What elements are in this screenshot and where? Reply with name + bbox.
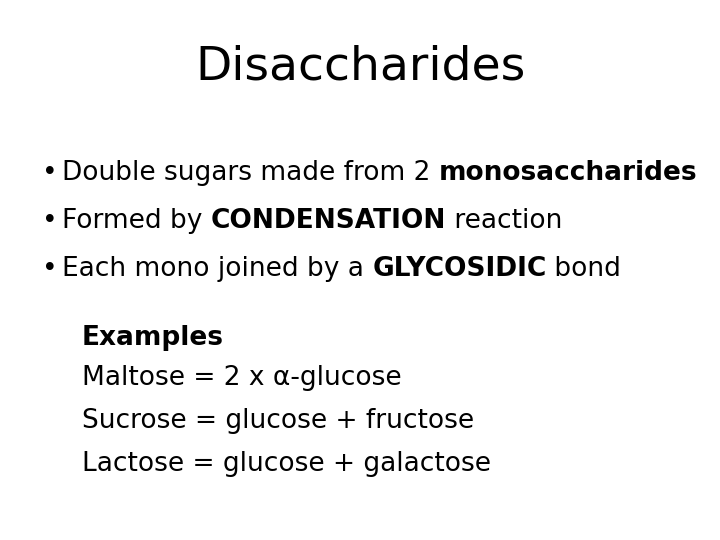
- Text: reaction: reaction: [446, 208, 562, 234]
- Text: •: •: [42, 160, 58, 186]
- Text: bond: bond: [546, 256, 621, 282]
- Text: Lactose = glucose + galactose: Lactose = glucose + galactose: [82, 451, 491, 477]
- Text: GLYCOSIDIC: GLYCOSIDIC: [372, 256, 546, 282]
- Text: Formed by: Formed by: [62, 208, 211, 234]
- Text: •: •: [42, 208, 58, 234]
- Text: Examples: Examples: [82, 325, 224, 351]
- Text: Disaccharides: Disaccharides: [195, 45, 525, 90]
- Text: Double sugars made from 2: Double sugars made from 2: [62, 160, 438, 186]
- Text: Sucrose = glucose + fructose: Sucrose = glucose + fructose: [82, 408, 474, 434]
- Text: Maltose = 2 x α-glucose: Maltose = 2 x α-glucose: [82, 365, 402, 391]
- Text: •: •: [42, 256, 58, 282]
- Text: Each mono joined by a: Each mono joined by a: [62, 256, 372, 282]
- Text: monosaccharides: monosaccharides: [438, 160, 698, 186]
- Text: CONDENSATION: CONDENSATION: [211, 208, 446, 234]
